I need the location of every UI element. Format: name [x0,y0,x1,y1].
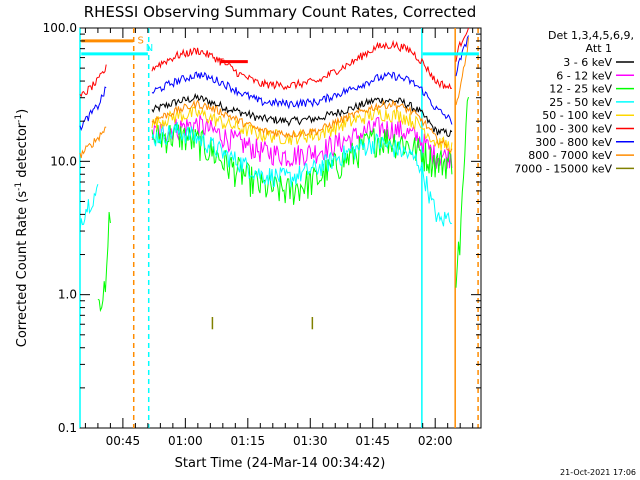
legend-label-8: 7000 - 15000 keV [514,162,612,175]
series-2 [97,96,469,313]
series-5-period1 [79,64,107,98]
series-7-period2 [151,99,453,153]
legend-header-1: Det 1,3,4,5,6,9, [548,29,634,42]
series-3 [79,122,453,233]
x-tick-label-1: 01:00 [168,434,203,448]
chart-title: RHESSI Observing Summary Count Rates, Co… [84,3,477,21]
series-0 [151,92,453,138]
series-6-period2 [151,71,453,125]
series-7-period1 [79,126,107,159]
y-axis: 100.0 10.0 1.0 0.1 [43,21,481,435]
x-tick-label-5: 02:00 [418,434,453,448]
vertical-markers [79,28,479,428]
flag-bars [81,39,479,64]
series-5-period3 [455,27,469,62]
annotation-S: S [137,35,143,46]
y-tick-label-1: 10.0 [50,154,77,168]
y-axis-label: Corrected Count Rate (s-1 detector-1) [14,109,30,347]
y-tick-label-2: 1.0 [58,288,77,302]
legend-label-1: 6 - 12 keV [556,69,612,82]
plot-area [79,27,482,429]
series-6-period3 [455,35,469,77]
y-tick-label-3: 0.1 [58,421,77,435]
legend-label-0: 3 - 6 keV [563,56,612,69]
legend-label-5: 100 - 300 keV [535,123,612,136]
annotation-F: F [219,58,225,69]
x-tick-label-2: 01:15 [231,434,266,448]
series-0-period2 [151,92,453,138]
x-axis-label: Start Time (24-Mar-14 00:34:42) [175,456,386,471]
annotation-N: N [146,43,153,54]
series-5-period2 [151,39,453,91]
x-tick-label-4: 01:45 [355,434,390,448]
legend-label-7: 800 - 7000 keV [528,149,612,162]
series-5 [79,27,469,98]
legend-label-6: 300 - 800 keV [535,136,612,149]
series-1 [151,114,453,169]
series-3-period2 [151,122,453,227]
legend-label-4: 50 - 100 keV [542,109,612,122]
y-tick-label-0: 100.0 [43,21,77,35]
series-1-period2 [151,114,453,169]
x-axis: 00:45 01:00 01:15 01:30 01:45 02:00 [84,28,474,448]
footer-date: 21-Oct-2021 17:06 [560,468,636,477]
annotations: SN F [137,35,224,68]
series-3-period1 [79,184,99,233]
x-tick-label-0: 00:45 [106,434,141,448]
series-2-period1 [97,211,111,313]
series-6-period1 [79,86,107,132]
legend-label-2: 12 - 25 keV [549,83,612,96]
series-2-period3 [455,96,469,288]
legend-label-3: 25 - 50 keV [549,96,612,109]
legend-header-2: Att 1 [586,42,612,55]
series-8 [211,316,314,330]
series-2-period2 [151,123,453,205]
series-6 [79,35,469,132]
x-tick-label-3: 01:30 [293,434,328,448]
